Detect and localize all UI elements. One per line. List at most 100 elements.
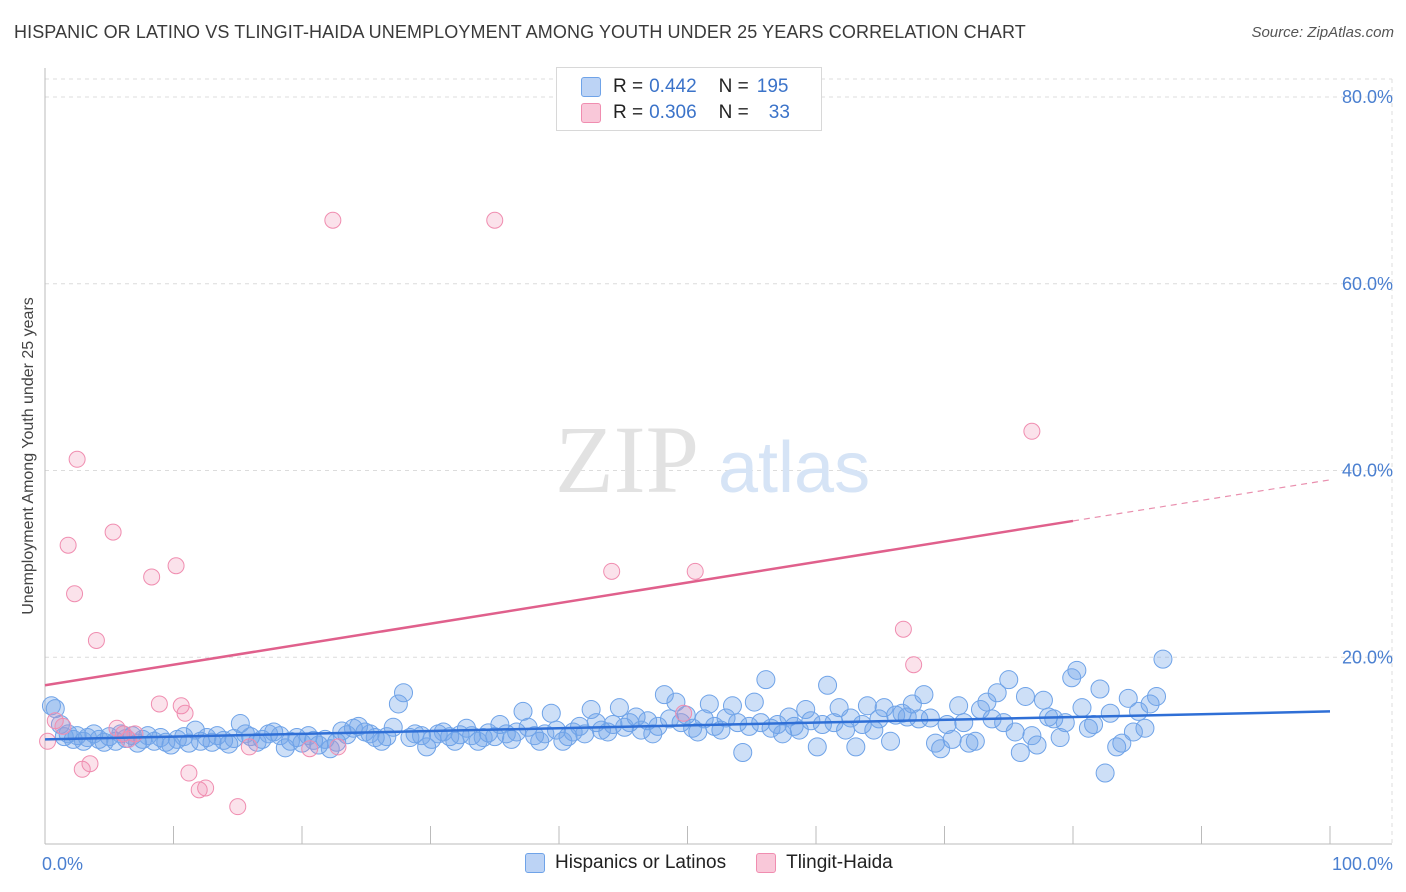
point-tlingit — [59, 536, 77, 554]
point-hispanics — [1123, 722, 1143, 742]
point-tlingit — [143, 568, 161, 586]
source-label: Source: ZipAtlas.com — [1251, 24, 1394, 41]
point-hispanics — [801, 711, 821, 731]
point-hispanics — [74, 731, 94, 751]
legend-n-label: N = — [718, 76, 749, 97]
point-hispanics — [1090, 679, 1110, 699]
point-hispanics — [230, 714, 250, 734]
point-hispanics — [728, 713, 748, 733]
point-tlingit — [39, 732, 57, 750]
point-hispanics — [1140, 694, 1160, 714]
point-tlingit — [603, 562, 621, 580]
legend-r-label: R = — [613, 102, 644, 123]
point-tlingit — [324, 211, 342, 229]
y-tick-label: 60.0% — [1342, 274, 1393, 294]
point-hispanics — [1084, 714, 1104, 734]
point-hispanics — [513, 701, 533, 721]
point-tlingit — [176, 704, 194, 722]
legend-swatch-blue — [581, 77, 601, 97]
point-hispanics — [694, 709, 714, 729]
legend-label: Hispanics or Latinos — [555, 852, 727, 873]
point-tlingit — [120, 730, 138, 748]
point-hispanics — [1015, 686, 1035, 706]
legend-n-value: 33 — [768, 102, 790, 123]
point-hispanics — [852, 714, 872, 734]
point-hispanics — [185, 720, 205, 740]
point-hispanics — [818, 675, 838, 695]
point-hispanics — [881, 731, 901, 751]
point-hispanics — [1010, 742, 1030, 762]
point-hispanics — [1107, 737, 1127, 757]
point-hispanics — [1044, 709, 1064, 729]
legend-r-value: 0.442 — [649, 76, 697, 97]
y-tick-label: 40.0% — [1342, 461, 1393, 481]
point-hispanics — [1112, 733, 1132, 753]
y-axis-label: Unemployment Among Youth under 25 years — [20, 297, 37, 615]
point-tlingit — [675, 704, 693, 722]
point-hispanics — [445, 731, 465, 751]
point-tlingit — [180, 764, 198, 782]
point-tlingit — [108, 719, 126, 737]
series-hispanics-points — [41, 649, 1173, 783]
point-hispanics — [857, 696, 877, 716]
point-hispanics — [1022, 726, 1042, 746]
y-tick-label: 80.0% — [1342, 87, 1393, 107]
point-hispanics — [920, 708, 940, 728]
point-hispanics — [999, 670, 1019, 690]
point-hispanics — [264, 722, 284, 742]
point-hispanics — [1072, 698, 1092, 718]
legend-item-hispanics[interactable]: Hispanics or Latinos — [525, 852, 726, 874]
point-hispanics — [716, 708, 736, 728]
point-hispanics — [812, 714, 832, 734]
point-hispanics — [1135, 718, 1155, 738]
point-hispanics — [1078, 718, 1098, 738]
point-hispanics — [796, 700, 816, 720]
correlation-legend: R = 0.442 N = 195 R = 0.306 N = 33 — [556, 67, 822, 131]
point-hispanics — [507, 722, 527, 742]
point-tlingit — [150, 695, 168, 713]
legend-r-value: 0.306 — [649, 102, 697, 123]
point-tlingit — [167, 557, 185, 575]
point-hispanics — [699, 694, 719, 714]
legend-swatch-pink — [581, 103, 601, 123]
point-tlingit — [486, 211, 504, 229]
trend-tlingit-solid — [44, 519, 1074, 687]
point-tlingit — [905, 656, 923, 674]
point-hispanics — [541, 703, 561, 723]
x-tick-label: 100.0% — [1332, 854, 1393, 874]
point-hispanics — [654, 685, 674, 705]
point-tlingit — [87, 631, 105, 649]
point-tlingit — [229, 798, 247, 816]
legend-item-tlingit[interactable]: Tlingit-Haida — [756, 852, 893, 874]
point-hispanics — [202, 732, 222, 752]
point-hispanics — [383, 717, 403, 737]
point-hispanics — [1118, 688, 1138, 708]
point-tlingit — [240, 738, 258, 756]
legend-label: Tlingit-Haida — [786, 852, 893, 873]
point-hispanics — [733, 742, 753, 762]
legend-swatch-pink — [756, 853, 777, 873]
point-hispanics — [959, 733, 979, 753]
point-hispanics — [942, 729, 962, 749]
point-hispanics — [1050, 728, 1070, 748]
point-hispanics — [779, 707, 799, 727]
watermark-zip: ZIP — [555, 406, 699, 513]
series-tlingit-points — [39, 211, 1041, 816]
point-hispanics — [987, 683, 1007, 703]
point-hispanics — [591, 720, 611, 740]
point-tlingit — [894, 620, 912, 638]
point-hispanics — [280, 731, 300, 751]
point-hispanics — [1147, 686, 1167, 706]
watermark-atlas: atlas — [718, 428, 870, 508]
point-hispanics — [756, 670, 776, 690]
point-tlingit — [126, 725, 144, 743]
legend-n-value: 195 — [756, 76, 789, 97]
legend-row-hispanics: R = 0.442 N = 195 — [581, 75, 788, 99]
x-tick-label: 0.0% — [42, 854, 83, 874]
point-hispanics — [949, 696, 969, 716]
point-tlingit — [66, 585, 84, 603]
legend-r-label: R = — [613, 76, 644, 97]
point-hispanics — [846, 737, 866, 757]
point-hispanics — [394, 683, 414, 703]
